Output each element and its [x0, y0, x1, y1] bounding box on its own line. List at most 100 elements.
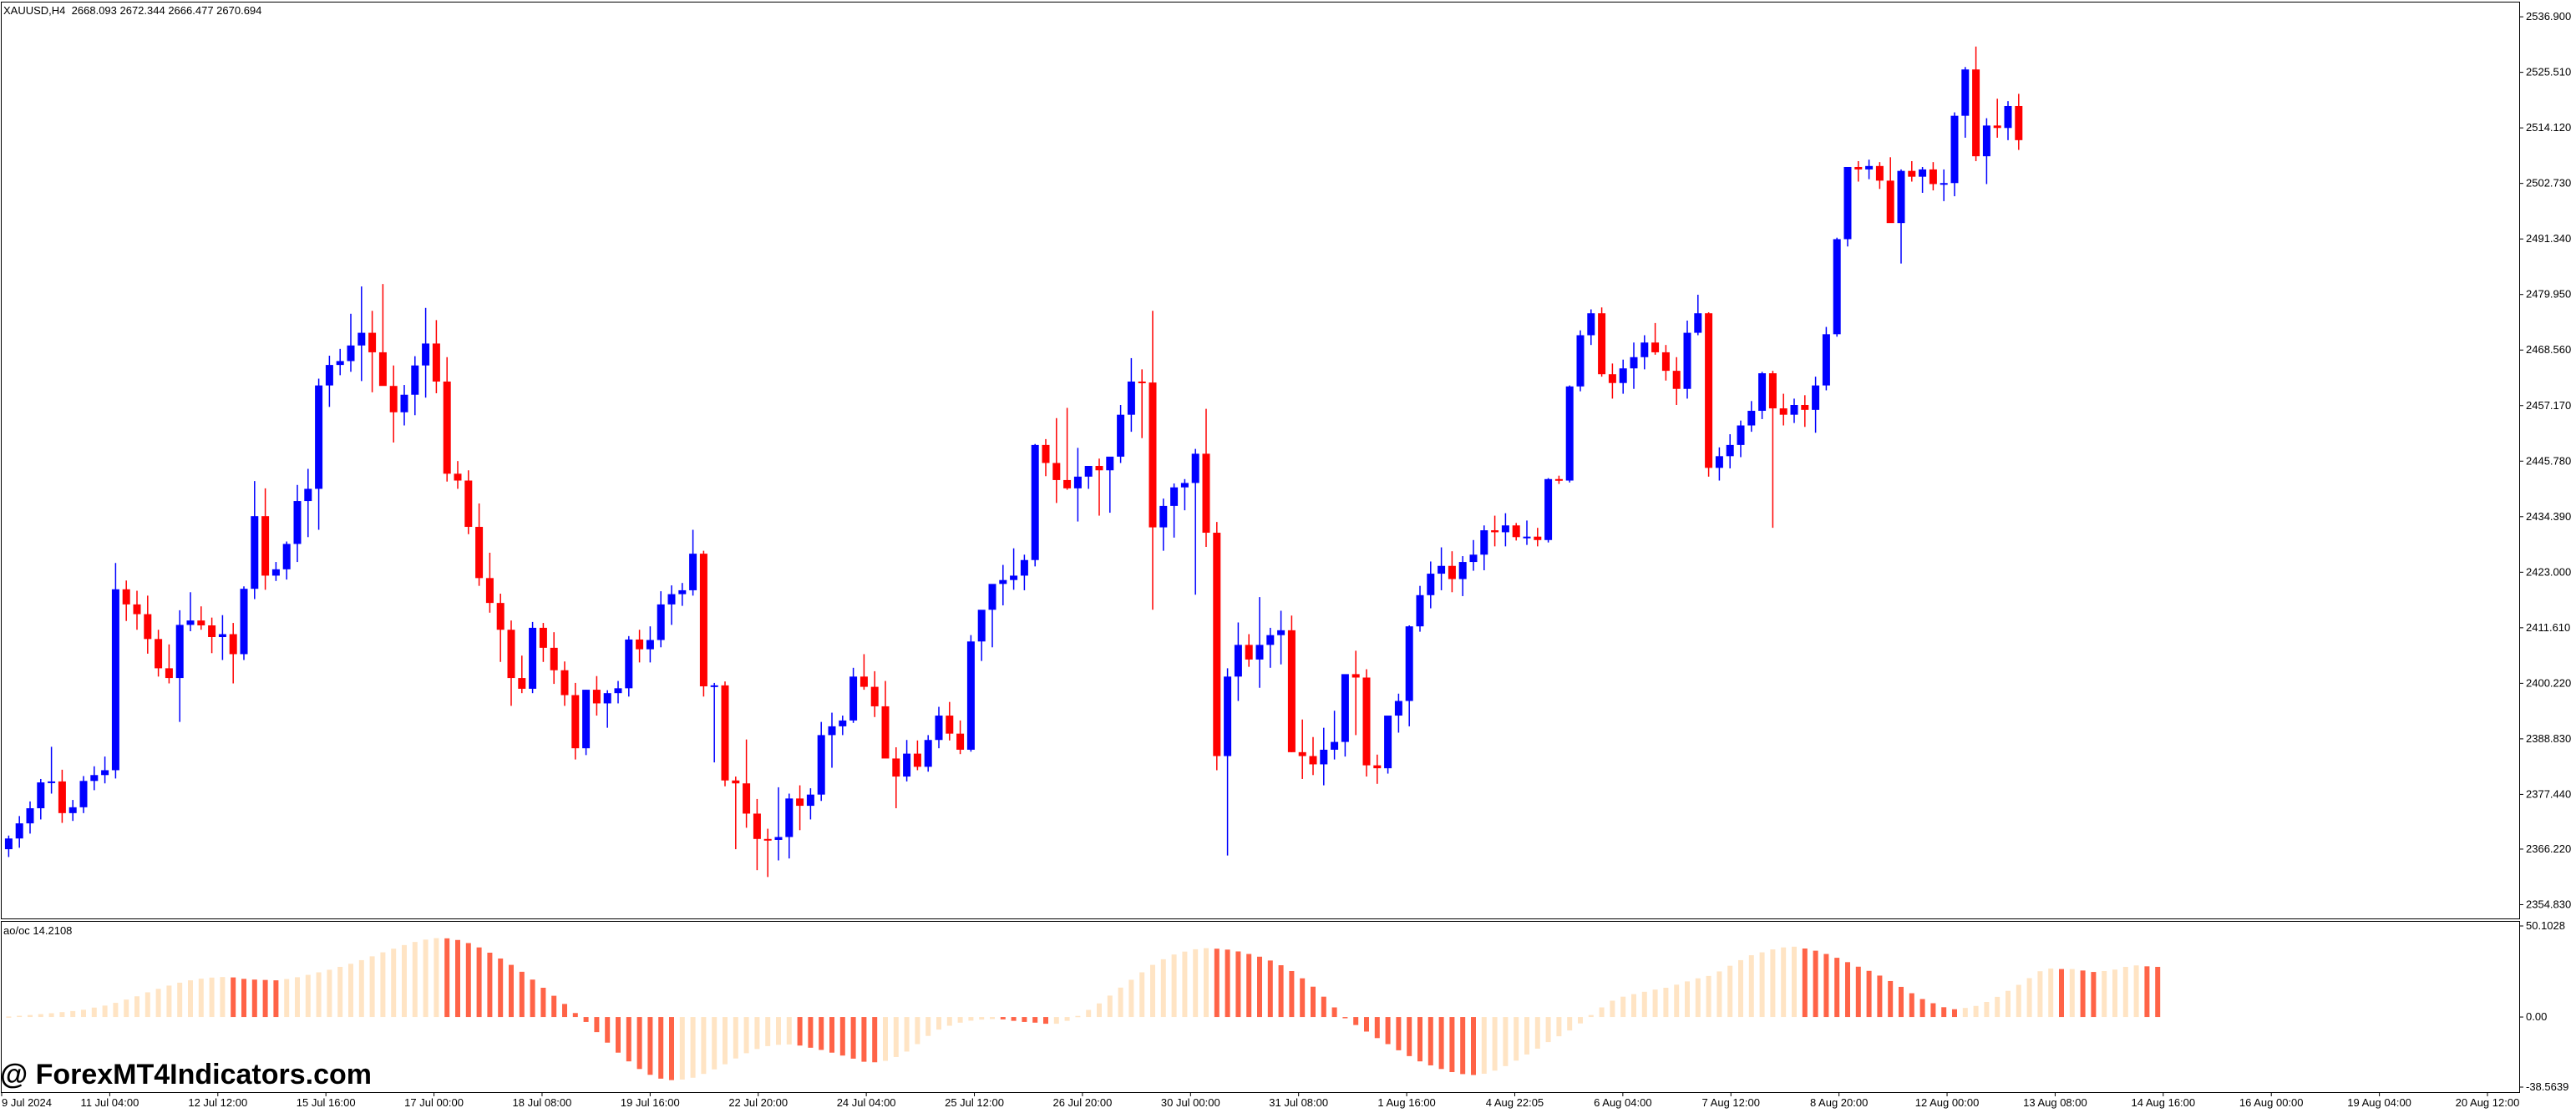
time-tick-label: 11 Jul 04:00: [80, 1096, 139, 1109]
oscillator-bar: [1995, 996, 2000, 1018]
candle-body: [165, 668, 173, 679]
oscillator-bar: [733, 1017, 738, 1059]
candle-body: [432, 343, 440, 382]
oscillator-bar: [1834, 958, 1840, 1018]
oscillator-bar: [1289, 970, 1295, 1018]
oscillator-bar: [262, 979, 268, 1018]
candle-body: [1512, 525, 1520, 538]
candle-body: [378, 352, 387, 387]
oscillator-bar: [124, 999, 129, 1018]
oscillator-bar: [519, 971, 525, 1018]
oscillator-bar: [829, 1017, 834, 1053]
candle-body: [1351, 674, 1360, 678]
candle-body: [1180, 483, 1189, 488]
candle-body: [817, 735, 825, 795]
oscillator-bar: [786, 1017, 792, 1045]
oscillator-bar: [839, 1017, 845, 1056]
oscillator-bar: [1193, 949, 1199, 1018]
candle-body: [1480, 530, 1488, 555]
oscillator-bar: [968, 1017, 974, 1021]
candle-body: [1405, 626, 1413, 701]
oscillator-bar: [134, 996, 139, 1018]
oscillator-bar: [220, 977, 226, 1018]
candle-body: [1458, 562, 1467, 579]
watermark: @ ForexMT4Indicators.com: [0, 1059, 373, 1090]
candle-body: [550, 647, 558, 670]
candle-body: [1565, 386, 1574, 481]
oscillator-bar: [2122, 966, 2128, 1018]
candle-body: [271, 569, 280, 576]
oscillator-bar: [1417, 1017, 1422, 1062]
candle-body: [293, 501, 302, 544]
candle-body: [261, 516, 270, 576]
oscillator-bar: [402, 944, 407, 1018]
oscillator-bar: [979, 1017, 985, 1020]
oscillator-bar: [1053, 1017, 1059, 1024]
symbol-header: XAUUSD,H4 2668.093 2672.344 2666.477 267…: [3, 4, 261, 17]
oscillator-bar: [1534, 1017, 1540, 1049]
time-tick-label: 24 Jul 04:00: [837, 1096, 896, 1109]
candle-body: [571, 695, 580, 749]
oscillator-bar: [1641, 991, 1647, 1018]
candle-body: [315, 385, 323, 489]
candle-body: [1843, 166, 1852, 240]
time-tick-label: 25 Jul 12:00: [945, 1096, 1004, 1109]
oscillator-bar: [626, 1017, 631, 1062]
oscillator-bar: [658, 1017, 664, 1079]
candle-body: [699, 554, 707, 686]
candle-body: [1747, 411, 1756, 426]
candle-body: [37, 782, 45, 809]
oscillator-bar: [498, 958, 504, 1018]
price-tick-label: 2388.830: [2526, 732, 2571, 745]
indicator-tick-label: -38.5639: [2526, 1080, 2568, 1093]
indicator-label: ao/oc 14.2108: [3, 924, 73, 937]
candle-body: [15, 823, 23, 839]
price-tick-label: 2400.220: [2526, 676, 2571, 689]
candle-body: [1394, 701, 1402, 716]
candle-body: [1298, 751, 1306, 756]
candle-body: [1170, 487, 1179, 506]
oscillator-bar: [1845, 962, 1850, 1018]
oscillator-bar: [2133, 965, 2139, 1018]
oscillator-bar: [166, 985, 172, 1018]
time-tick-label: 12 Aug 00:00: [1915, 1096, 1980, 1109]
candle-body: [68, 807, 77, 813]
oscillator-bar: [1716, 971, 1722, 1018]
candle-body: [977, 610, 986, 642]
time-tick-label: 20 Aug 12:00: [2456, 1096, 2520, 1109]
candle-body: [218, 634, 226, 638]
candle-body: [1972, 69, 1980, 157]
candle-body: [1266, 635, 1275, 645]
time-tick-label: 8 Aug 20:00: [1810, 1096, 1868, 1109]
oscillator-bar: [476, 947, 482, 1018]
oscillator-bar: [669, 1017, 674, 1080]
candle-body: [1255, 645, 1264, 660]
candle-body: [496, 603, 505, 630]
candle-body: [144, 614, 152, 640]
oscillator-bar: [6, 1016, 12, 1018]
candle-body: [732, 780, 740, 784]
price-tick-label: 2536.900: [2526, 10, 2571, 23]
oscillator-bar: [2144, 966, 2150, 1018]
time-tick-label: 22 Jul 20:00: [728, 1096, 788, 1109]
candle-body: [796, 798, 804, 807]
candle-body: [1726, 444, 1734, 457]
oscillator-bar: [1759, 952, 1765, 1018]
oscillator-bar: [1888, 980, 1894, 1018]
oscillator-bar: [1855, 966, 1861, 1018]
oscillator-bar: [198, 979, 204, 1018]
candle-body: [646, 640, 654, 650]
oscillator-bar: [1588, 1014, 1594, 1018]
oscillator-bar: [38, 1014, 43, 1018]
oscillator-bar: [1813, 950, 1818, 1018]
time-tick-label: 12 Jul 12:00: [188, 1096, 247, 1109]
oscillator-bar: [1225, 949, 1230, 1018]
candle-body: [1331, 741, 1339, 750]
oscillator-bar: [1342, 1017, 1348, 1019]
candle-body: [743, 783, 751, 814]
candle-body: [507, 630, 515, 679]
oscillator-bar: [1107, 995, 1113, 1018]
oscillator-bar: [28, 1014, 33, 1018]
oscillator-bar: [1695, 978, 1701, 1018]
candle-body: [1875, 165, 1884, 181]
